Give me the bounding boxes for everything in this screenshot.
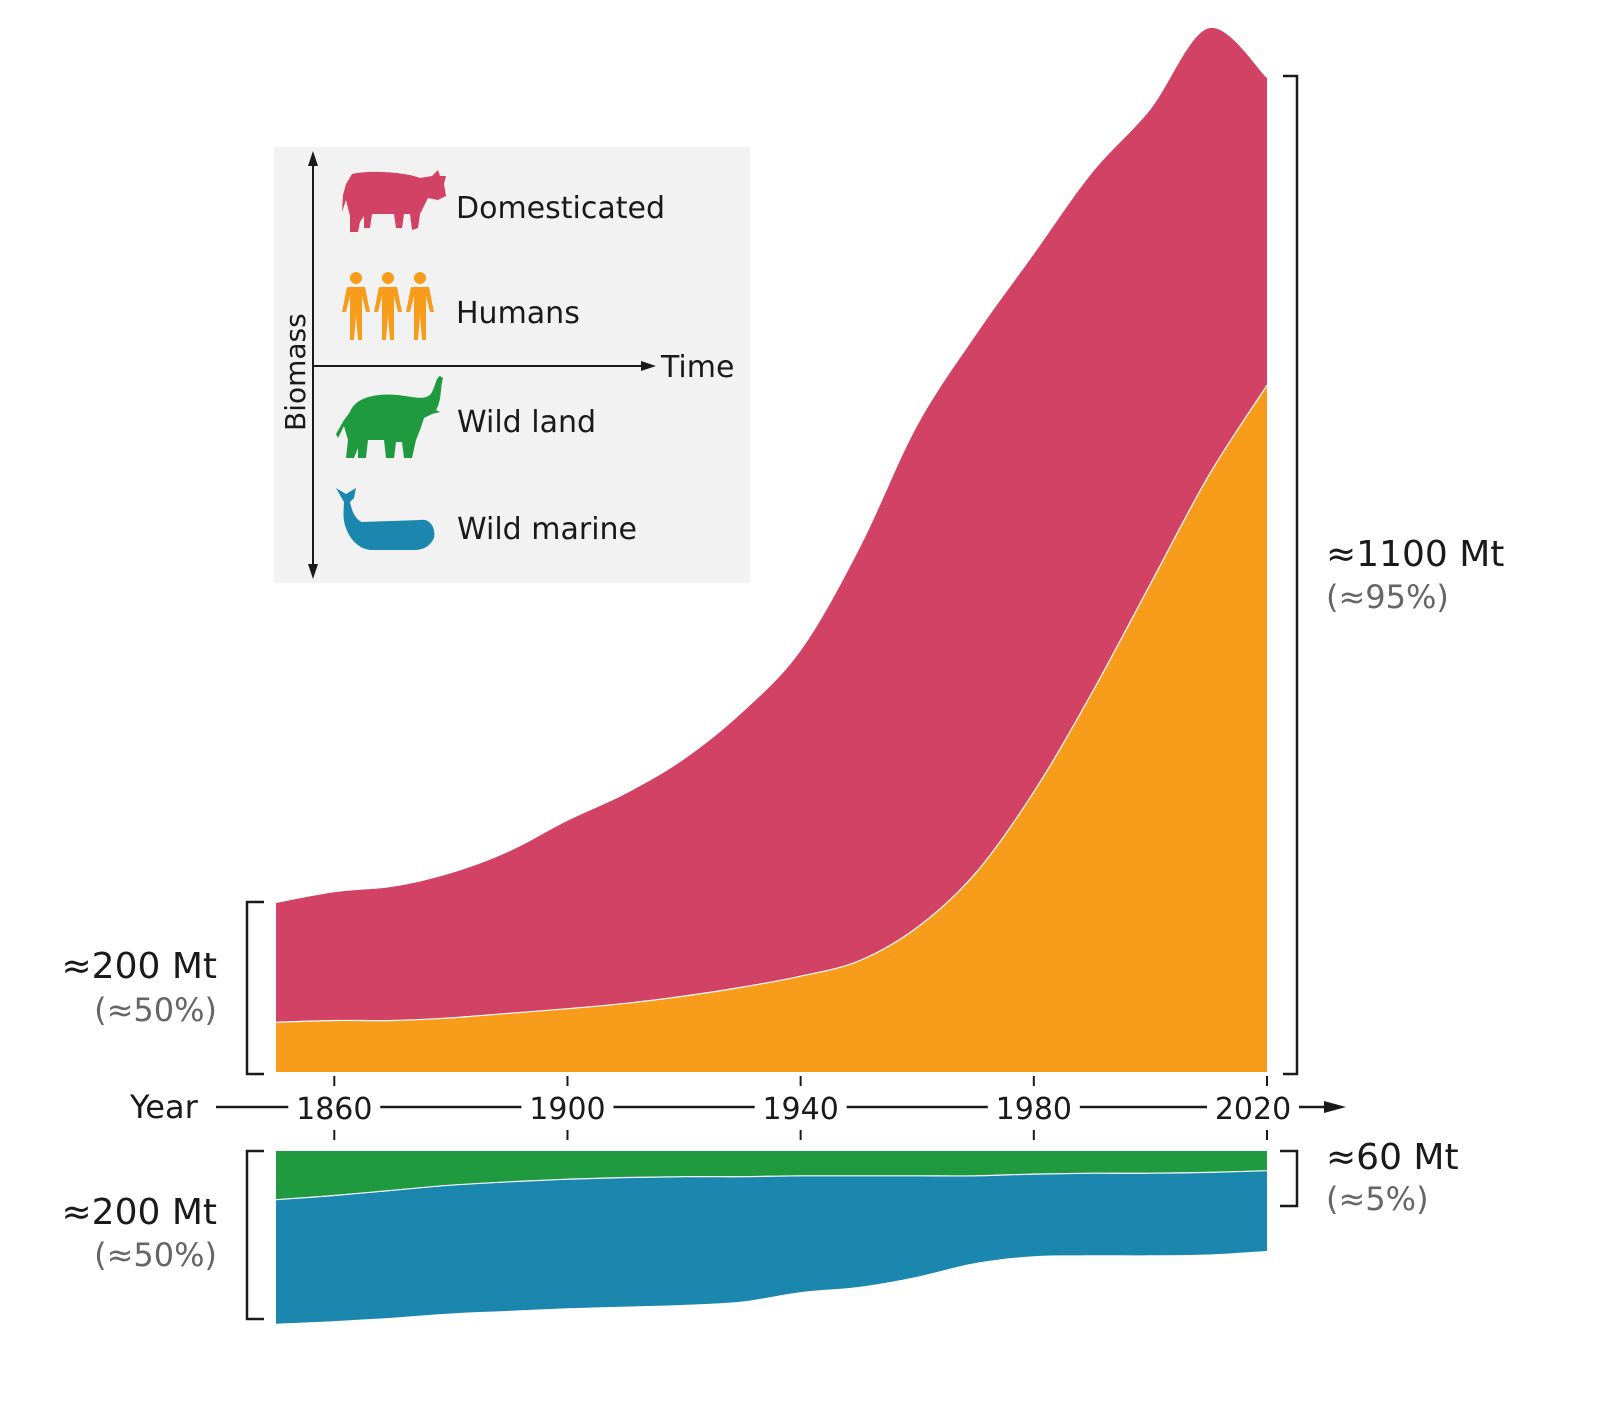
legend-label-wild-land: Wild land: [457, 405, 596, 440]
humans-icon: [342, 272, 434, 340]
legend-label-wild-marine: Wild marine: [457, 512, 637, 547]
upper-left-share: (≈50%): [94, 991, 217, 1029]
x-tick-label-1900: 1900: [529, 1092, 605, 1127]
legend-biomass-arrow-down: [308, 564, 318, 579]
bracket-lower-left: [245, 1149, 264, 1321]
upper-right-share: (≈95%): [1326, 578, 1449, 616]
x-tick-label-1980: 1980: [996, 1092, 1072, 1127]
elephant-icon: [336, 376, 443, 458]
upper-panel: [275, 27, 1268, 1072]
legend: Biomass Time Domesticated Humans Wild la…: [274, 147, 750, 583]
lower-right-value: ≈60 Mt: [1326, 1137, 1459, 1178]
x-axis-tick-labels: 1860 1900 1940 1980 2020: [296, 1092, 1291, 1127]
legend-label-domesticated: Domesticated: [456, 191, 665, 226]
lower-right-share: (≈5%): [1326, 1180, 1429, 1218]
whale-icon: [336, 488, 435, 550]
x-tick-label-1940: 1940: [762, 1092, 838, 1127]
lower-left-value: ≈200 Mt: [62, 1192, 218, 1233]
x-tick-label-2020: 2020: [1215, 1092, 1291, 1127]
upper-right-value: ≈1100 Mt: [1326, 534, 1504, 575]
lower-panel: [275, 1151, 1268, 1324]
wild-land-boundary-line: [275, 1170, 1268, 1201]
legend-time-label: Time: [660, 350, 734, 385]
bracket-lower-right: [1280, 1149, 1299, 1208]
upper-left-value: ≈200 Mt: [62, 946, 218, 987]
x-axis-label: Year: [129, 1088, 199, 1126]
x-axis: Year 1860 1900 1940 1980 2020: [129, 1076, 1346, 1140]
legend-biomass-label: Biomass: [279, 313, 312, 431]
x-tick-label-1860: 1860: [296, 1092, 372, 1127]
lower-left-share: (≈50%): [94, 1236, 217, 1274]
cow-icon: [342, 170, 446, 232]
legend-biomass-arrow-up: [308, 151, 318, 166]
area-domesticated: [276, 27, 1267, 1023]
x-axis-ticks: [333, 1076, 1268, 1140]
humans-boundary-line: [275, 384, 1268, 1023]
area-wild-land: [276, 1151, 1267, 1200]
area-humans: [276, 385, 1267, 1072]
brackets: [245, 74, 1299, 1321]
bracket-upper-right: [1283, 74, 1299, 1076]
bracket-upper-left: [245, 900, 264, 1076]
x-axis-arrowhead: [1324, 1101, 1346, 1113]
legend-time-arrow: [641, 361, 656, 371]
area-wild-marine: [276, 1170, 1267, 1324]
annotations: ≈200 Mt (≈50%) ≈200 Mt (≈50%) ≈1100 Mt (…: [62, 534, 1505, 1274]
legend-label-humans: Humans: [456, 296, 580, 331]
